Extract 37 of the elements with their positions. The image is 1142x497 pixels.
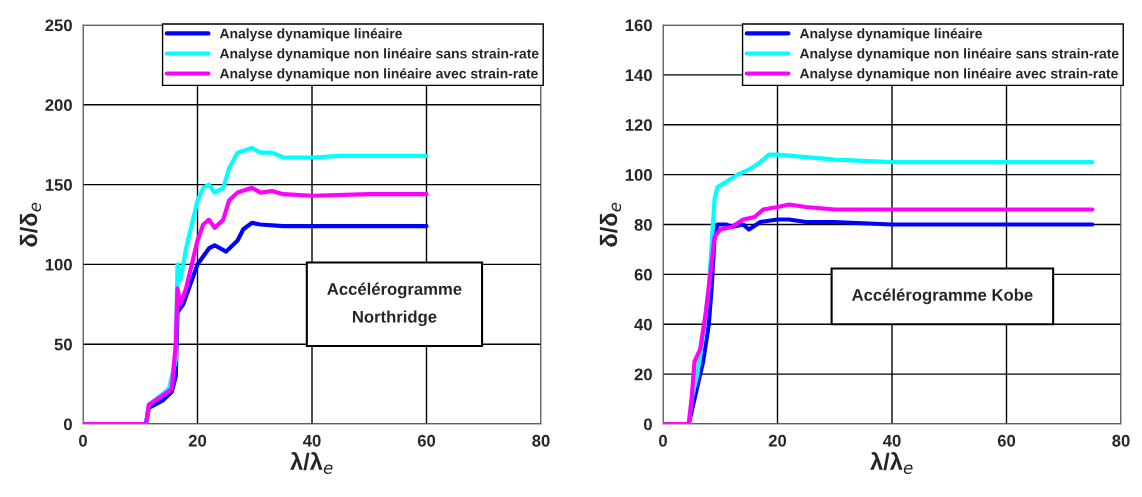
legend-label: Analyse dynamique linéaire (799, 28, 982, 42)
y-tick-label: 0 (63, 418, 72, 431)
y-tick-label: 100 (625, 169, 652, 181)
y-tick-label: 20 (634, 368, 652, 381)
x-tick-label: 20 (768, 434, 787, 447)
x-tick-label: 0 (79, 434, 87, 447)
x-axis-title: λ/λ$_{e}$ (290, 452, 333, 474)
y-tick-label: 150 (45, 179, 72, 191)
y-tick-label: 160 (625, 19, 652, 32)
x-axis-title: λ/λ$_{e}$ (870, 452, 913, 474)
y-tick-label: 0 (643, 418, 652, 431)
y-axis-title: δ/δ$_{e}$ (19, 202, 42, 247)
y-tick-label: 100 (45, 258, 72, 271)
x-tick-label: 60 (417, 434, 436, 447)
y-tick-label: 40 (634, 318, 652, 331)
legend-label: Analyse dynamique linéaire (219, 28, 402, 42)
x-tick-label: 40 (882, 434, 901, 447)
y-axis-title: δ/δ$_{e}$ (599, 202, 622, 247)
x-tick-label: 40 (302, 434, 321, 447)
y-tick-label: 200 (45, 99, 72, 111)
x-tick-label: 0 (659, 434, 667, 447)
legend-label: Analyse dynamique non linéaire avec strain-rate (219, 68, 538, 82)
legend-label: Analyse dynamique non linéaire sans strain-rate (799, 48, 1119, 62)
annotation: Accélérogramme Kobe (852, 288, 1033, 305)
annotation: Accélérogramme Northridge (327, 282, 462, 327)
y-tick-label: 60 (634, 268, 652, 281)
x-tick-label: 80 (1112, 434, 1130, 447)
x-tick-label: 60 (997, 434, 1016, 447)
y-tick-label: 250 (45, 19, 72, 32)
legend-label: Analyse dynamique non linéaire avec strain-rate (799, 68, 1118, 82)
y-tick-label: 50 (54, 338, 72, 351)
x-tick-label: 20 (188, 434, 207, 447)
y-tick-label: 80 (634, 218, 652, 231)
y-tick-label: 140 (625, 69, 652, 82)
legend-label: Analyse dynamique non linéaire sans strain-rate (219, 48, 539, 62)
x-tick-label: 80 (532, 434, 550, 447)
y-tick-label: 120 (625, 119, 652, 131)
